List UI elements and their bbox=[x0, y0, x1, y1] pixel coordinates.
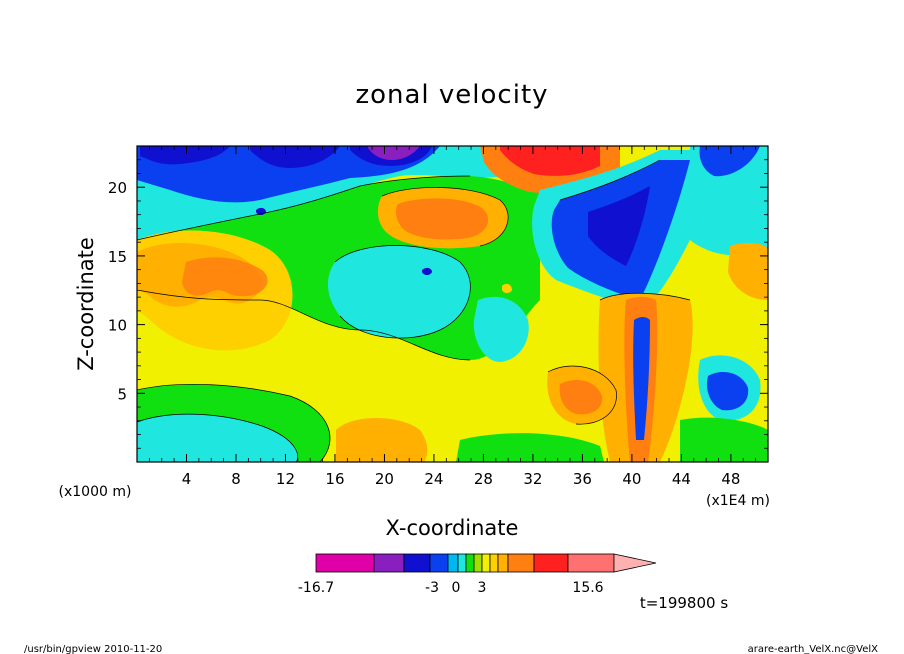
colorbar-swatch bbox=[403, 553, 431, 573]
chart-title: zonal velocity bbox=[355, 80, 548, 110]
x-axis-title: X-coordinate bbox=[386, 516, 519, 540]
y-tick-label: 5 bbox=[117, 385, 127, 403]
colorbar-label: 0 bbox=[452, 580, 461, 596]
colorbar-label: 3 bbox=[478, 580, 487, 596]
field-region bbox=[500, 146, 600, 176]
field-region bbox=[728, 243, 768, 300]
colorbar-swatch bbox=[429, 553, 449, 573]
contour-lines bbox=[137, 159, 691, 462]
field-region bbox=[336, 418, 428, 462]
x-tick-label: 8 bbox=[231, 470, 241, 488]
plot-frame bbox=[136, 145, 769, 463]
colorbar bbox=[315, 553, 657, 573]
y-tick-label: 20 bbox=[108, 179, 127, 197]
colorbar-label: 15.6 bbox=[572, 580, 603, 596]
contour-field bbox=[137, 146, 768, 462]
colorbar-swatch bbox=[481, 553, 491, 573]
x-tick-label: 48 bbox=[721, 470, 740, 488]
x-tick-label: 36 bbox=[573, 470, 592, 488]
colorbar-swatch bbox=[489, 553, 499, 573]
x-tick-label: 24 bbox=[424, 470, 443, 488]
x-tick-label: 44 bbox=[672, 470, 691, 488]
time-label: t=199800 s bbox=[640, 594, 728, 612]
colorbar-labels: -16.7 -3 0 3 15.6 bbox=[298, 580, 604, 596]
field-region bbox=[680, 417, 768, 462]
x-tick-label: 4 bbox=[182, 470, 192, 488]
colorbar-swatch bbox=[567, 553, 615, 573]
field-region bbox=[706, 372, 749, 411]
colorbar-swatch bbox=[457, 553, 467, 573]
x-tick-label: 12 bbox=[276, 470, 295, 488]
field-region bbox=[690, 146, 768, 256]
x-tick-label: 32 bbox=[523, 470, 542, 488]
footer-right: arare-earth_VelX.nc@VelX bbox=[748, 644, 879, 654]
colorbar-swatch bbox=[465, 553, 475, 573]
x-tick-label: 40 bbox=[622, 470, 641, 488]
field-region bbox=[456, 433, 604, 462]
field-region bbox=[368, 146, 420, 160]
y-axis-ticks: 5 10 15 20 bbox=[108, 159, 768, 449]
y-tick-label: 10 bbox=[108, 317, 127, 335]
colorbar-swatch bbox=[373, 553, 405, 573]
field-region bbox=[395, 198, 489, 240]
x-unit-label: (x1E4 m) bbox=[706, 493, 770, 509]
colorbar-swatch bbox=[447, 553, 459, 573]
field-region bbox=[588, 186, 650, 266]
colorbar-swatch bbox=[497, 553, 509, 573]
field-region bbox=[422, 267, 432, 275]
x-tick-label: 16 bbox=[325, 470, 344, 488]
footer-left: /usr/bin/gpview 2010-11-20 bbox=[24, 644, 162, 654]
x-tick-label: 28 bbox=[474, 470, 493, 488]
y-axis-title: Z-coordinate bbox=[74, 237, 98, 371]
field-region bbox=[140, 146, 230, 165]
colorbar-swatch bbox=[473, 553, 483, 573]
field-region bbox=[250, 146, 340, 168]
field-region bbox=[327, 245, 471, 339]
colorbar-label: -3 bbox=[425, 580, 439, 596]
y-unit-label: (x1000 m) bbox=[59, 484, 132, 500]
y-tick-label: 15 bbox=[108, 248, 127, 266]
field-region bbox=[502, 283, 512, 293]
field-region bbox=[699, 146, 760, 177]
colorbar-swatch bbox=[533, 553, 569, 573]
colorbar-swatch bbox=[315, 553, 375, 573]
x-axis-ticks: 4 8 12 16 20 24 28 32 36 40 44 48 bbox=[148, 146, 757, 488]
field-region bbox=[182, 257, 268, 297]
field-region bbox=[559, 380, 603, 415]
x-tick-label: 20 bbox=[375, 470, 394, 488]
colorbar-label: -16.7 bbox=[298, 580, 334, 596]
colorbar-arrow bbox=[613, 553, 657, 573]
colorbar-swatch bbox=[507, 553, 535, 573]
field-region bbox=[473, 296, 529, 362]
field-region bbox=[137, 414, 298, 462]
field-region bbox=[633, 317, 650, 440]
